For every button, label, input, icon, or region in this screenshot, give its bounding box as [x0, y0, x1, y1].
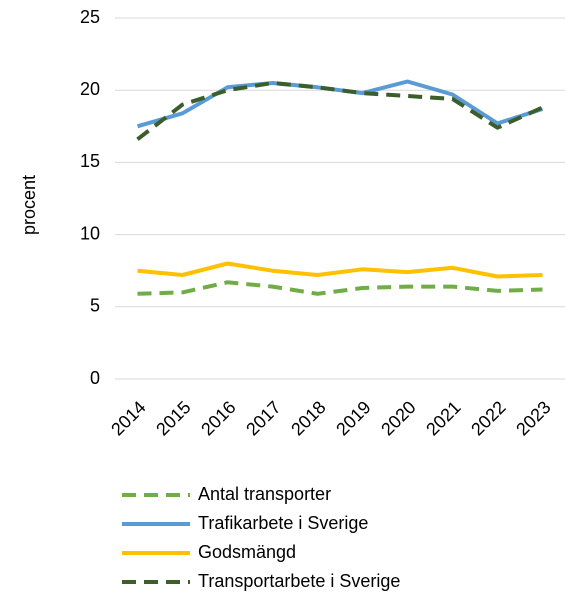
x-tick-label: 2014: [107, 397, 149, 439]
x-tick-label: 2022: [467, 397, 509, 439]
y-tick-label: 10: [80, 223, 100, 243]
x-tick-label: 2019: [332, 397, 374, 439]
series-line: [137, 280, 543, 296]
x-tick-label: 2015: [152, 397, 194, 439]
series-line: [137, 261, 543, 279]
x-tick-label: 2016: [197, 397, 239, 439]
y-tick-label: 15: [80, 151, 100, 171]
y-tick-label: 0: [90, 368, 100, 388]
x-tick-label: 2020: [377, 397, 419, 439]
y-axis-label: procent: [19, 175, 39, 235]
x-tick-label: 2023: [512, 397, 554, 439]
legend-label: Transportarbete i Sverige: [198, 571, 400, 591]
x-tick-label: 2018: [287, 397, 329, 439]
y-tick-label: 25: [80, 7, 100, 27]
y-tick-label: 20: [80, 79, 100, 99]
x-tick-label: 2021: [422, 397, 464, 439]
series-line: [136, 81, 544, 141]
y-tick-label: 5: [90, 296, 100, 316]
legend-label: Antal transporter: [198, 484, 331, 504]
legend-label: Trafikarbete i Sverige: [198, 513, 368, 533]
x-tick-label: 2017: [242, 397, 284, 439]
legend-label: Godsmängd: [198, 542, 296, 562]
series-line: [136, 79, 544, 129]
